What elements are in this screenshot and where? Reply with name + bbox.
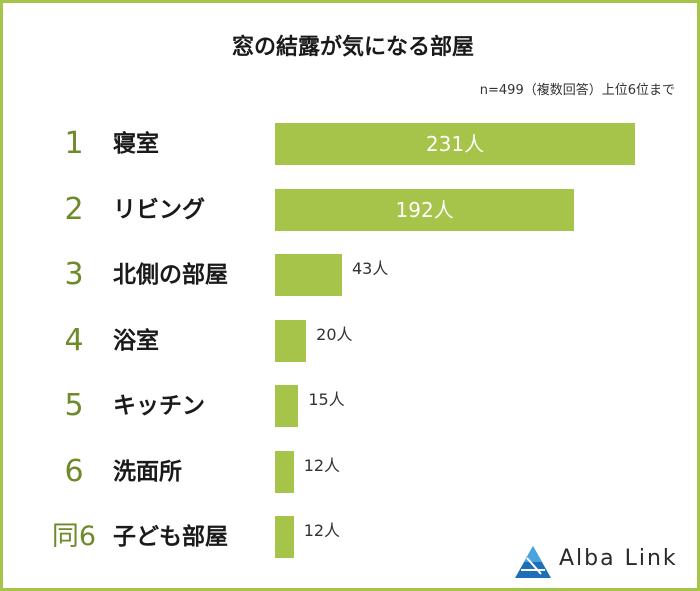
bar-row: 4 浴室 20人 (3, 319, 700, 362)
value-label: 12人 (303, 455, 341, 475)
bar (275, 188, 575, 231)
value-label: 192人 (395, 197, 454, 222)
bar (275, 385, 299, 427)
rank-label: 2 (64, 191, 84, 227)
chart-title: 窓の結露が気になる部屋 (231, 35, 474, 60)
category-label: 洗面所 (113, 458, 182, 485)
value-label: 231人 (425, 132, 485, 156)
category-label: リビング (113, 196, 205, 223)
bar (275, 254, 342, 296)
category-label: 子ども部屋 (113, 524, 228, 550)
rank-label: 1 (64, 126, 84, 161)
bar-row: 6 洗面所 12人 (3, 450, 700, 493)
category-label: 寝室 (113, 131, 159, 157)
bar-row: 1 寝室 231人 (3, 123, 700, 165)
bar-row: 3 北側の部屋 43人 (3, 254, 700, 296)
category-label: キッチン (113, 393, 205, 419)
bar-row: 同6 子ども部屋 12人 (3, 516, 700, 558)
bar (275, 516, 294, 558)
rank-label: 5 (64, 388, 84, 423)
value-label: 43人 (352, 259, 389, 278)
value-label: 20人 (316, 324, 353, 344)
bar-row: 2 リビング 192人 (3, 188, 700, 231)
rank-label: 3 (64, 257, 84, 292)
bar (275, 450, 294, 493)
category-label: 北側の部屋 (113, 262, 228, 288)
alba-link-logo-icon (515, 546, 551, 578)
value-label: 12人 (303, 521, 341, 540)
rank-label: 4 (64, 322, 84, 358)
sample-note: n=499（複数回答）上位6位まで (479, 83, 675, 98)
brand-name: Alba Link (559, 546, 678, 571)
rank-label: 6 (64, 453, 84, 489)
bar-row: 5 キッチン 15人 (3, 385, 700, 427)
category-label: 浴室 (113, 327, 159, 354)
rank-label: 同6 (51, 521, 97, 552)
bar (275, 319, 307, 362)
bar (275, 123, 635, 165)
value-label: 15人 (308, 390, 345, 409)
